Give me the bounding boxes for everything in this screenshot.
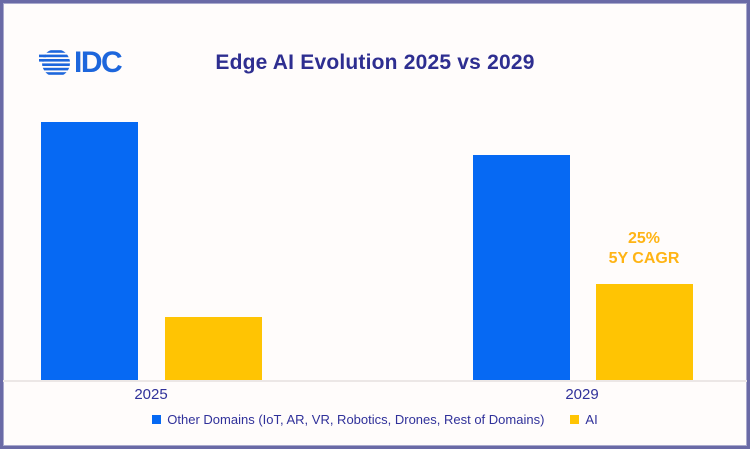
plot-area: 25% 5Y CAGR 2025 2029: [3, 3, 747, 446]
x-axis-line: [3, 380, 747, 382]
legend: Other Domains (IoT, AR, VR, Robotics, Dr…: [3, 412, 747, 427]
bar-other-domains-2025: [41, 122, 138, 380]
legend-item-other-domains: Other Domains (IoT, AR, VR, Robotics, Dr…: [152, 412, 544, 427]
bar-ai-2025: [165, 317, 262, 380]
bar-other-domains-2029: [473, 155, 570, 380]
idc-globe-icon: [39, 50, 70, 75]
cagr-annotation-line1: 25%: [627, 230, 661, 247]
legend-swatch-ai: [570, 415, 580, 424]
x-tick-2025: 2025: [134, 386, 168, 403]
idc-logo: IDC: [39, 46, 123, 79]
legend-swatch-other-domains: [152, 415, 162, 424]
legend-item-ai: AI: [570, 412, 598, 427]
x-tick-2029: 2029: [565, 386, 599, 403]
cagr-annotation: 25% 5Y CAGR: [574, 229, 714, 269]
bar-ai-2029: [596, 284, 693, 380]
legend-label-ai: AI: [585, 412, 598, 427]
legend-label-other-domains: Other Domains (IoT, AR, VR, Robotics, Dr…: [167, 412, 545, 427]
idc-logo-text: IDC: [74, 46, 123, 79]
cagr-annotation-line2: 5Y CAGR: [608, 250, 680, 267]
chart-title: Edge AI Evolution 2025 vs 2029: [215, 51, 535, 74]
